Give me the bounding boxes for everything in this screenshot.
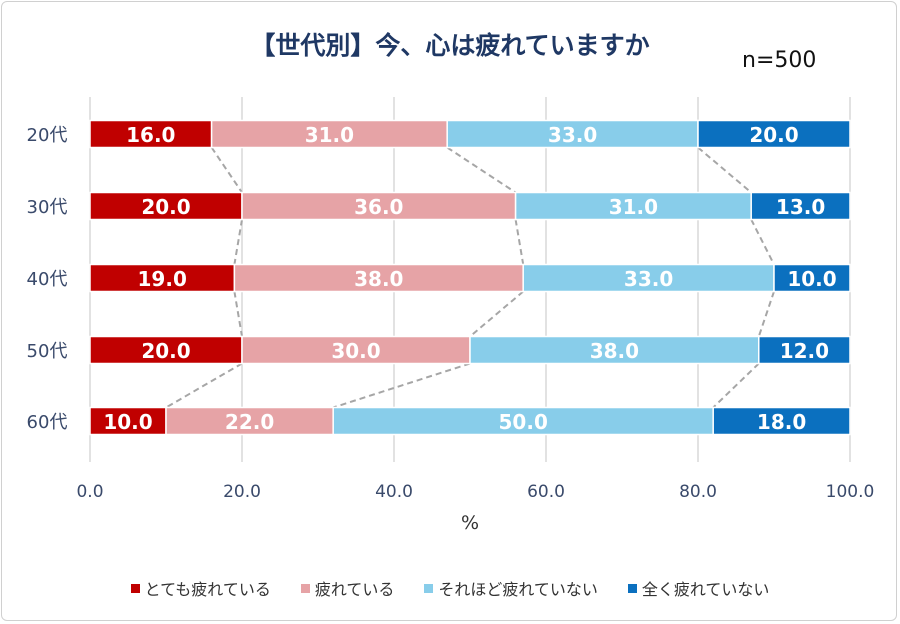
series-connector-line: [514, 219, 525, 265]
x-tick-label: 100.0: [826, 482, 875, 502]
data-label: 31.0: [305, 123, 354, 147]
y-category-label: 60代: [27, 412, 68, 433]
legend-item: 全く疲れていない: [627, 576, 770, 600]
data-label: 36.0: [354, 195, 403, 219]
series-connector-line: [210, 146, 243, 194]
legend-label: それほど疲れていない: [438, 580, 598, 599]
bar-segment: [241, 191, 517, 221]
data-label: 10.0: [787, 267, 836, 291]
y-category-label: 30代: [27, 197, 68, 218]
x-tick-label: 40.0: [375, 482, 413, 502]
bar-segment: [750, 191, 851, 221]
data-label: 20.0: [141, 339, 190, 363]
legend-item: 疲れている: [300, 576, 395, 600]
data-label: 12.0: [780, 339, 829, 363]
legend-item: それほど疲れていない: [424, 576, 598, 600]
bar-segment: [89, 119, 213, 149]
data-label: 20.0: [749, 123, 798, 147]
data-label: 19.0: [138, 267, 187, 291]
bar-segment: [522, 263, 775, 293]
data-label: 31.0: [609, 195, 658, 219]
y-category-label: 50代: [27, 341, 68, 362]
data-label: 13.0: [776, 195, 825, 219]
data-label: 38.0: [354, 267, 403, 291]
bar-segment: [89, 191, 243, 221]
data-label: 33.0: [624, 267, 673, 291]
series-connector-line: [165, 362, 243, 409]
x-tick-label: 20.0: [223, 482, 261, 502]
bar-segment: [758, 335, 851, 365]
series-connector-line: [233, 291, 243, 337]
bar-segment: [697, 119, 851, 149]
bar-segment: [233, 263, 524, 293]
x-tick-label: 0.0: [76, 482, 103, 502]
series-connector-line: [750, 219, 775, 265]
bar-segment: [773, 263, 851, 293]
series-connector-line: [712, 362, 760, 409]
bar-segment: [514, 191, 752, 221]
legend-swatch: [130, 583, 140, 593]
y-category-label: 20代: [27, 125, 68, 146]
data-label: 10.0: [103, 410, 152, 434]
bar-segment: [446, 119, 699, 149]
legend-label: とても疲れている: [144, 580, 271, 599]
data-label: 16.0: [126, 123, 175, 147]
series-connector-line: [233, 219, 243, 265]
data-label: 30.0: [331, 339, 380, 363]
bar-segment: [89, 263, 236, 293]
legend-swatch: [300, 583, 310, 593]
series-connector-line: [469, 290, 524, 338]
series-connector-line: [332, 362, 471, 409]
series-connector-line: [446, 146, 517, 194]
sample-size: n=500: [742, 48, 817, 73]
bar-segment: [89, 335, 243, 365]
data-label: 18.0: [757, 410, 806, 434]
data-label: 22.0: [225, 410, 274, 434]
legend-item: とても疲れている: [130, 576, 271, 600]
chart-title: 【世代別】今、心は疲れていますか: [250, 31, 650, 60]
data-label: 50.0: [499, 410, 548, 434]
legend-swatch: [627, 583, 637, 593]
series-connector-line: [757, 291, 775, 337]
bar-segment: [241, 335, 471, 365]
legend-swatch: [424, 583, 434, 593]
y-category-label: 40代: [27, 269, 68, 290]
data-label: 20.0: [141, 195, 190, 219]
x-tick-label: 80.0: [679, 482, 717, 502]
x-axis-label: %: [460, 512, 480, 534]
bar-segment: [89, 406, 167, 436]
bar-segment: [712, 406, 851, 436]
legend-label: 全く疲れていない: [641, 580, 770, 599]
legend: とても疲れている 疲れている それほど疲れていない 全く疲れていない: [0, 576, 900, 600]
series-connector-line: [697, 146, 752, 194]
x-tick-label: 60.0: [527, 482, 565, 502]
data-label: 38.0: [590, 339, 639, 363]
legend-label: 疲れている: [314, 580, 395, 599]
data-label: 33.0: [548, 123, 597, 147]
